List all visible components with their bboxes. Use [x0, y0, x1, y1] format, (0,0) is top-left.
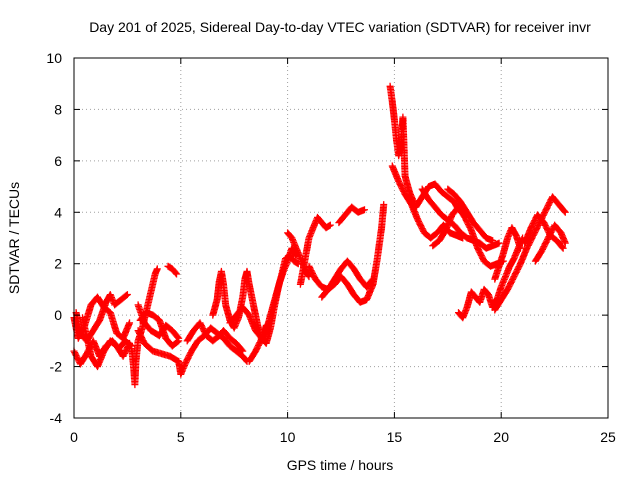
- series-markers: [429, 203, 507, 270]
- series-markers: [183, 319, 247, 355]
- series-track-28: [521, 211, 567, 252]
- x-tick-label: 5: [177, 429, 185, 445]
- axis-ticks: [73, 57, 609, 419]
- y-tick-label: 0: [54, 307, 62, 323]
- x-tick-label: 0: [70, 429, 78, 445]
- series-markers: [245, 252, 302, 365]
- series-track-10: [175, 324, 251, 378]
- y-tick-label: 6: [54, 153, 62, 169]
- series-markers: [318, 257, 377, 301]
- series-track-11: [183, 319, 247, 355]
- series-markers: [164, 262, 181, 278]
- series-markers: [296, 213, 334, 288]
- series-track-14: [245, 252, 302, 365]
- y-tick-label: -2: [50, 359, 63, 375]
- series-track-23: [429, 203, 507, 270]
- series-markers: [388, 162, 467, 242]
- x-tick-label: 15: [387, 429, 403, 445]
- y-axis-label: SDTVAR / TECUs: [6, 182, 22, 294]
- series-track-21: [388, 162, 467, 242]
- series-markers: [335, 203, 368, 227]
- x-tick-label: 10: [280, 429, 296, 445]
- series-track-29: [531, 221, 569, 265]
- series-markers: [444, 185, 497, 245]
- series-markers: [79, 314, 134, 371]
- plot-frame: [73, 57, 609, 419]
- series-markers: [175, 324, 251, 378]
- y-tick-label: 8: [54, 101, 62, 117]
- y-tick-label: -4: [50, 410, 63, 426]
- series-track-12: [209, 267, 270, 345]
- series-markers: [386, 82, 462, 214]
- series-track-7: [134, 327, 183, 365]
- y-tick-label: 4: [54, 204, 62, 220]
- x-axis-label: GPS time / hours: [287, 457, 394, 473]
- series-track-24: [444, 185, 497, 245]
- x-tick-label: 20: [493, 429, 509, 445]
- series-track-25: [455, 234, 527, 322]
- series-track-19: [318, 257, 377, 301]
- y-tick-label: 10: [46, 50, 62, 66]
- series-markers: [136, 309, 183, 350]
- series-track-4: [79, 314, 134, 371]
- chart-title: Day 201 of 2025, Sidereal Day-to-day VTE…: [89, 19, 591, 35]
- series-track-9: [164, 262, 181, 278]
- series-markers: [455, 234, 527, 322]
- series-track-26: [491, 224, 524, 283]
- x-tick-label: 25: [600, 429, 616, 445]
- series-track-20: [386, 82, 462, 214]
- series-markers: [209, 267, 270, 345]
- series-track-18: [335, 203, 368, 227]
- series-track-8: [136, 309, 183, 350]
- y-tick-label: 2: [54, 256, 62, 272]
- series-track-16: [296, 213, 334, 288]
- series-markers: [521, 211, 567, 252]
- series-markers: [134, 327, 183, 365]
- y-tick-labels: -4 -2 0 2 4 6 8 10: [46, 50, 62, 426]
- data-series: [70, 82, 569, 389]
- x-tick-labels: 0 5 10 15 20 25: [70, 429, 616, 445]
- series-markers: [491, 224, 524, 283]
- series-markers: [531, 221, 569, 265]
